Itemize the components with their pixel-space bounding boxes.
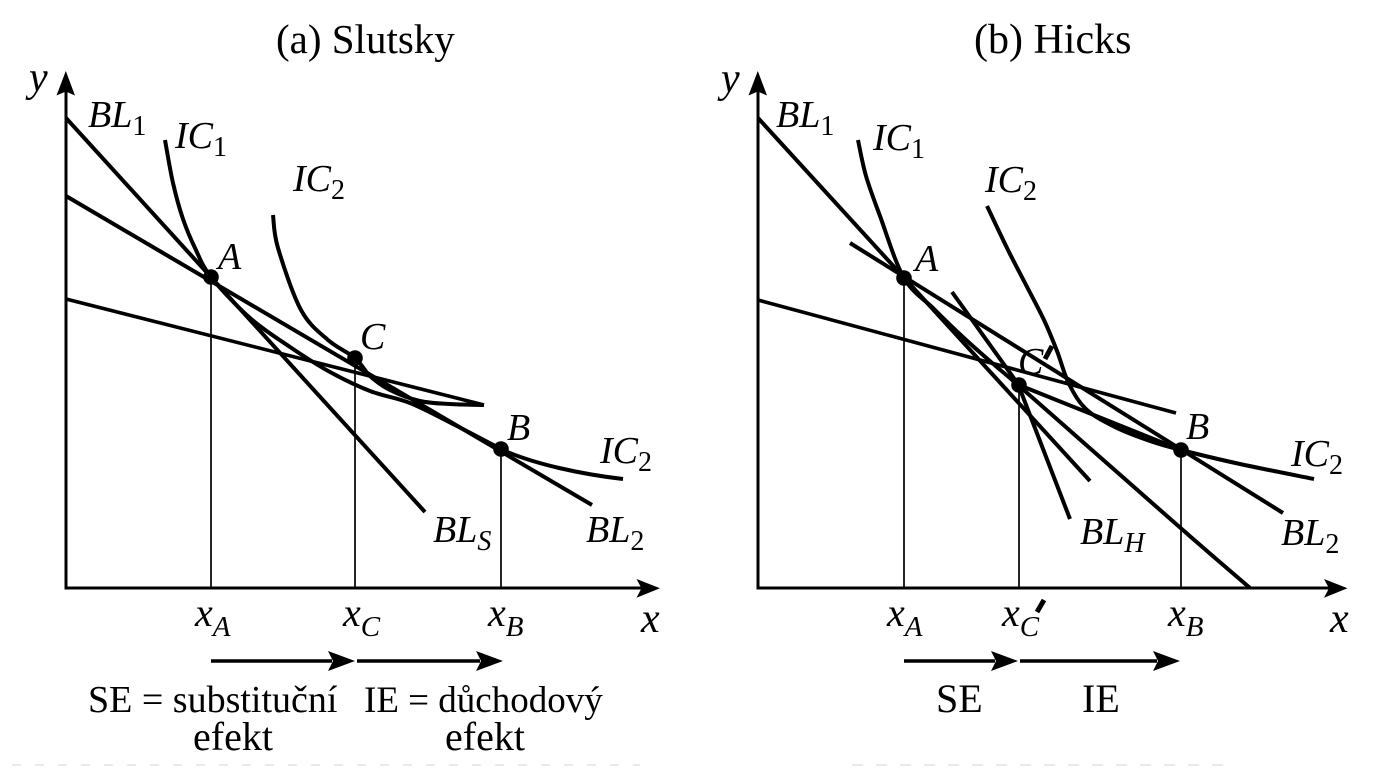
svg-text:xA: xA — [194, 590, 231, 643]
svg-text:efekt: efekt — [445, 714, 525, 759]
svg-text:y: y — [717, 56, 740, 102]
svg-text:C: C — [360, 316, 386, 358]
svg-text:B: B — [507, 407, 530, 449]
svg-text:efekt: efekt — [193, 714, 273, 759]
svg-text:IC1: IC1 — [174, 115, 227, 163]
svg-text:A: A — [912, 238, 939, 280]
svg-text:y: y — [25, 55, 48, 101]
svg-text:C: C — [1018, 341, 1044, 383]
svg-text:xA: xA — [886, 590, 923, 643]
svg-text:SE = substituční: SE = substituční — [88, 679, 338, 721]
svg-text:IE: IE — [1082, 676, 1120, 721]
svg-text:SE: SE — [936, 676, 983, 721]
svg-text:x: x — [1329, 596, 1349, 642]
svg-text:(a) Slutsky: (a) Slutsky — [276, 16, 455, 62]
svg-text:A: A — [215, 236, 242, 278]
svg-text:B: B — [1186, 406, 1209, 448]
svg-text:xC: xC — [342, 590, 381, 643]
svg-text:x: x — [640, 596, 660, 642]
svg-text:IE = důchodový: IE = důchodový — [364, 680, 603, 721]
svg-text:(b) Hicks: (b) Hicks — [974, 17, 1131, 63]
